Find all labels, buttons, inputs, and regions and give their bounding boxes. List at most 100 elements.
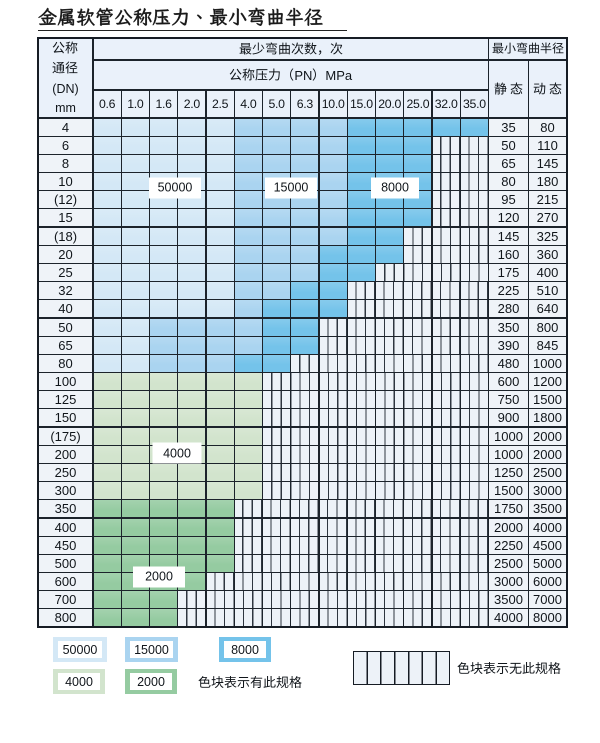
cjk-glyph (304, 8, 323, 26)
page-title (38, 7, 323, 30)
pressure-value: 32.0 (434, 97, 458, 111)
cjk-glyph (285, 7, 304, 27)
cycles-band-15000 (234, 299, 263, 318)
cycles-band-8000 (319, 245, 404, 264)
no-spec-hatch (403, 227, 489, 246)
dn-cell: 100 (54, 374, 77, 390)
cjk-glyph (483, 661, 496, 674)
grid-line-horizontal (38, 462, 567, 464)
cjk-glyph (330, 42, 343, 55)
cycles-band-50000 (93, 299, 235, 318)
grid-line-horizontal (38, 153, 567, 155)
dn-cell: 450 (54, 537, 77, 553)
legend-chip: 2000 (125, 669, 177, 694)
static-radius-cell: 160 (497, 246, 520, 262)
cycles-band-15000 (234, 245, 319, 264)
dynamic-radius-cell: 4500 (533, 537, 562, 553)
cycles-band-8000 (347, 154, 432, 173)
cjk-glyph (470, 661, 483, 674)
cjk-glyph (269, 68, 281, 81)
cycles-band-2000 (93, 517, 235, 537)
cjk-glyph (509, 662, 522, 674)
header-min-bend-cycles (93, 38, 489, 60)
pressure-value: 15.0 (350, 97, 373, 111)
grid-line-horizontal (38, 371, 567, 374)
table-row: 800 4000 8000 (38, 608, 567, 627)
specification-table: (DN) mm PN MPa 0.6 1.0 1.6 2.0 2.5 4.0 5.0 6.3 10… (37, 37, 568, 628)
static-radius-cell: 1750 (494, 501, 523, 517)
no-spec-hatch (234, 499, 489, 518)
no-spec-hatch (234, 536, 489, 555)
dynamic-radius-cell: 1500 (533, 392, 562, 408)
pressure-value: 20.0 (378, 97, 401, 111)
legend-chip: 50000 (53, 637, 107, 662)
pressure-value: 25.0 (406, 97, 430, 111)
pressure-value: 5.0 (268, 97, 286, 111)
text-run (457, 661, 561, 676)
dynamic-radius-cell: 145 (536, 155, 559, 171)
dynamic-radius-cell: 3500 (533, 501, 562, 517)
cjk-glyph (516, 42, 527, 54)
legend-chip: 15000 (125, 637, 178, 662)
pressure-value: 6.3 (296, 97, 314, 111)
table-row: 40 280 640 (38, 299, 567, 318)
grid-line-vertical (487, 38, 490, 627)
cjk-glyph (237, 676, 250, 688)
legend-chip: 8000 (219, 637, 271, 662)
legend-available-note (198, 675, 302, 690)
dynamic-radius-cell: 360 (536, 246, 559, 262)
cycles-band-50000 (93, 227, 235, 246)
static-radius-cell: 280 (497, 301, 520, 317)
static-radius-cell: 390 (497, 337, 520, 353)
title-underline (38, 30, 347, 32)
pressure-value: 2.0 (183, 97, 201, 111)
cycles-band-2000 (93, 590, 178, 609)
static-radius-cell: 225 (497, 283, 520, 299)
grid-line-horizontal (38, 571, 567, 574)
dynamic-radius-cell: 80 (540, 119, 555, 135)
cycles-band-2000 (93, 499, 235, 518)
cjk-glyph (290, 68, 294, 81)
static-radius-cell: 900 (497, 410, 520, 426)
legend-chip-value: 15000 (130, 641, 173, 658)
cjk-glyph (38, 7, 57, 26)
cjk-glyph (279, 42, 290, 55)
dn-cell: 400 (54, 519, 77, 535)
static-radius-cell: 2500 (494, 555, 523, 571)
static-radius-cell: 50 (501, 137, 516, 153)
static-radius-cell: 80 (501, 174, 516, 190)
static-radius-cell: 1000 (494, 446, 523, 462)
text-run: PN MPa (229, 68, 352, 83)
dn-cell: 300 (54, 483, 77, 499)
table-row: 32 225 510 (38, 281, 567, 300)
dn-cell: (175) (50, 428, 81, 444)
cycle-count-label: 50000 (149, 177, 201, 198)
grid-line-horizontal (93, 59, 567, 61)
no-spec-hatch (177, 608, 489, 627)
grid-line-horizontal (38, 244, 567, 246)
dynamic-radius-cell: 3000 (533, 483, 562, 499)
cjk-glyph (228, 8, 247, 26)
no-spec-hatch (403, 245, 489, 264)
pressure-value: 0.6 (99, 97, 116, 111)
grid-line-vertical (403, 90, 405, 627)
cycle-count-label: 15000 (265, 177, 317, 198)
cjk-glyph (510, 82, 523, 95)
grid-line-vertical (346, 90, 348, 627)
dynamic-radius-cell: 7000 (533, 592, 562, 608)
cjk-glyph (494, 82, 507, 95)
grid-line-horizontal (38, 608, 567, 610)
cjk-glyph (265, 42, 277, 55)
static-radius-cell: 1500 (494, 483, 523, 499)
cjk-glyph (457, 661, 470, 674)
dynamic-radius-cell: 270 (536, 210, 559, 226)
grid-line-horizontal (38, 226, 567, 228)
static-radius-cell: 350 (497, 319, 520, 335)
dynamic-radius-cell: 1800 (533, 410, 562, 426)
corner-line-2 (52, 59, 78, 79)
grid-line-vertical (233, 90, 235, 627)
legend-chip-value: 8000 (224, 641, 266, 658)
dn-cell: 40 (58, 301, 73, 317)
cycles-band-8000 (262, 299, 348, 318)
header-background (38, 38, 567, 118)
